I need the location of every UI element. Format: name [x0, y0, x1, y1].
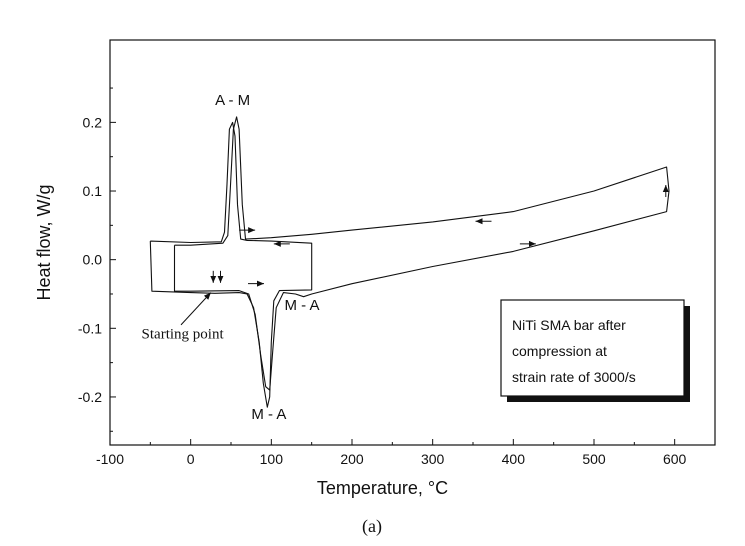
- legend-line-1: NiTi SMA bar after: [512, 317, 626, 333]
- x-tick-label: -100: [96, 451, 124, 467]
- figure-caption: (a): [362, 516, 382, 537]
- annotation-label: Starting point: [142, 327, 225, 343]
- peak-annotations: A - M M - A M - A Starting point: [142, 92, 320, 423]
- y-tick-label: 0.1: [83, 183, 103, 199]
- legend-frame: [500, 299, 685, 397]
- y-axis-ticks: -0.2 -0.1 0.0 0.1 0.2: [78, 87, 116, 432]
- y-tick-label: 0.0: [83, 252, 103, 268]
- legend-box: NiTi SMA bar after compression at strain…: [500, 299, 690, 402]
- x-tick-label: 400: [502, 451, 526, 467]
- dsc-curve-1: [149, 121, 313, 408]
- y-tick-label: -0.2: [78, 389, 102, 405]
- plot-frame: [109, 39, 716, 446]
- x-tick-label: 500: [582, 451, 606, 467]
- starting-point-pointer: [180, 292, 212, 326]
- data-series-group: [149, 116, 670, 408]
- annotation-label: A - M: [215, 92, 250, 109]
- x-axis-title: Temperature, °C: [317, 478, 448, 498]
- annotation-label: M - A: [251, 406, 286, 423]
- y-tick-label: -0.1: [78, 320, 102, 336]
- y-axis-title: Heat flow, W/g: [34, 184, 54, 300]
- x-axis-ticks: -100 0 100 200 300 400 500 600: [96, 439, 687, 467]
- dsc-curve-2: [173, 116, 670, 391]
- x-tick-label: 300: [421, 451, 445, 467]
- legend-line-3: strain rate of 3000/s: [512, 369, 636, 385]
- x-tick-label: 600: [663, 451, 687, 467]
- x-tick-label: 0: [187, 451, 195, 467]
- annotation-label: M - A: [284, 297, 319, 314]
- y-tick-label: 0.2: [83, 114, 103, 130]
- x-tick-label: 100: [260, 451, 284, 467]
- legend-line-2: compression at: [512, 343, 607, 359]
- x-tick-label: 200: [340, 451, 364, 467]
- direction-arrows: [210, 185, 669, 287]
